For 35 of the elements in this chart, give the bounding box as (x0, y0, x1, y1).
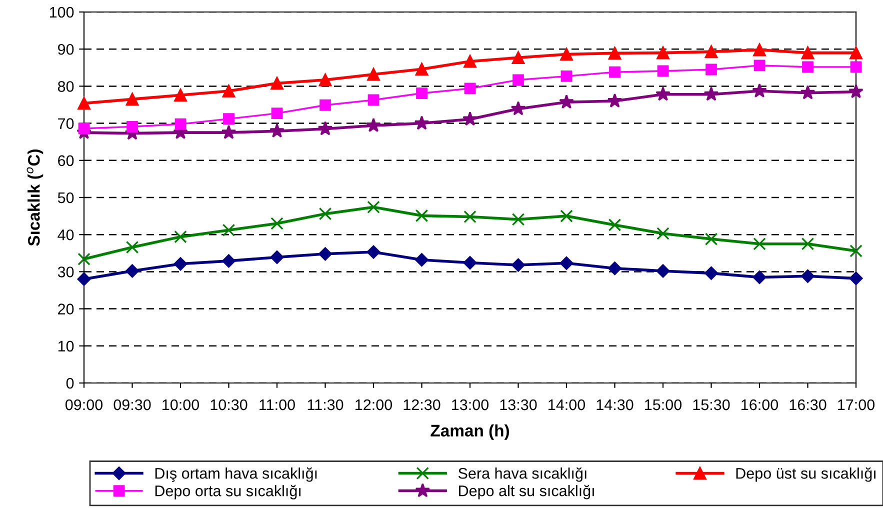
y-tick-label: 0 (66, 378, 74, 389)
y-tick-label: 70 (58, 118, 74, 129)
x-tick-label: 12:00 (356, 399, 392, 410)
x-tick-label: 09:30 (114, 399, 151, 410)
x-tick-label: 10:30 (210, 399, 248, 410)
x-tick-label: 13:30 (500, 399, 537, 410)
x-tick-label: 17:00 (838, 399, 875, 410)
legend-label: Depo orta su sıcaklığı (155, 484, 300, 500)
y-tick-label: 20 (58, 304, 74, 314)
y-tick-label: 80 (58, 81, 74, 92)
legend-label: Depo alt su sıcaklığı (459, 484, 594, 500)
legend-label: Dış ortam hava sıcaklığı (155, 467, 317, 482)
x-tick-label: 16:30 (790, 399, 826, 410)
x-tick-label: 16:00 (742, 399, 778, 410)
y-tick-label: 50 (58, 192, 74, 204)
x-tick-label: 09:00 (65, 399, 103, 410)
y-tick-label: 30 (58, 266, 74, 278)
y-tick-label: 40 (58, 229, 74, 240)
x-tick-label: 11:00 (260, 399, 295, 410)
y-axis-title: Sıcaklık ($^{o}$C) (26, 150, 44, 246)
x-tick-label: 15:00 (645, 399, 682, 410)
legend-label: Sera hava sıcaklığı (458, 467, 586, 482)
x-tick-label: 13:00 (452, 399, 489, 410)
x-axis-title: Zaman (h) (430, 424, 509, 440)
x-tick-label: 11:30 (308, 399, 344, 410)
x-tick-label: 12:30 (404, 399, 440, 410)
y-tick-label: 60 (58, 155, 74, 166)
x-tick-label: 15:30 (693, 399, 730, 410)
y-tick-label: 90 (58, 44, 74, 55)
legend-label: Depo üst su sıcaklığı (736, 467, 876, 482)
y-tick-label: 10 (58, 340, 74, 352)
x-tick-label: 14:30 (596, 399, 634, 410)
x-tick-label: 14:00 (548, 399, 586, 410)
y-tick-label: 100 (50, 6, 74, 18)
x-tick-label: 10:00 (162, 399, 200, 410)
